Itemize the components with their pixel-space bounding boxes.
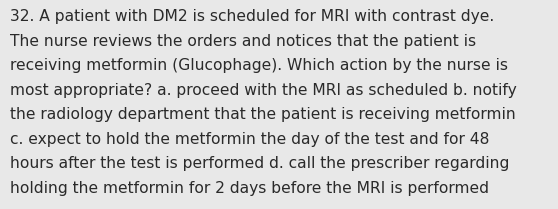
Text: c. expect to hold the metformin the day of the test and for 48: c. expect to hold the metformin the day … [10,132,489,147]
Text: The nurse reviews the orders and notices that the patient is: The nurse reviews the orders and notices… [10,34,476,49]
Text: the radiology department that the patient is receiving metformin: the radiology department that the patien… [10,107,516,122]
Text: 32. A patient with DM2 is scheduled for MRI with contrast dye.: 32. A patient with DM2 is scheduled for … [10,9,494,24]
Text: receiving metformin (Glucophage). Which action by the nurse is: receiving metformin (Glucophage). Which … [10,58,508,73]
Text: holding the metformin for 2 days before the MRI is performed: holding the metformin for 2 days before … [10,181,489,196]
Text: hours after the test is performed d. call the prescriber regarding: hours after the test is performed d. cal… [10,156,509,171]
Text: most appropriate? a. proceed with the MRI as scheduled b. notify: most appropriate? a. proceed with the MR… [10,83,517,98]
